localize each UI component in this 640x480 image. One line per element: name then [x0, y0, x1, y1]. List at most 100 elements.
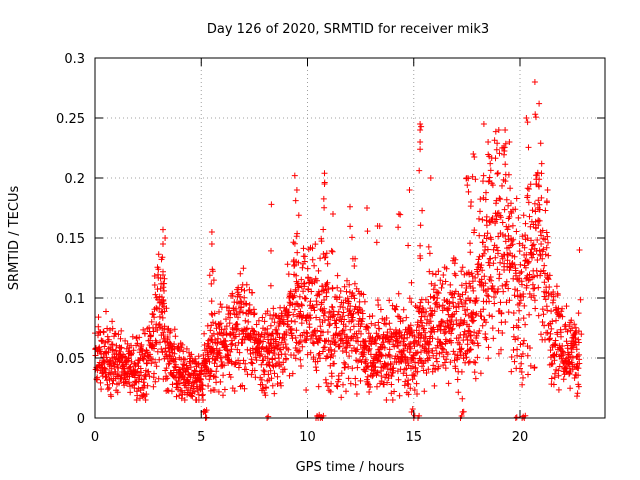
data-point	[400, 370, 407, 377]
data-point	[235, 284, 242, 291]
data-point	[330, 211, 336, 217]
data-point	[530, 221, 537, 228]
data-point	[212, 374, 219, 381]
data-point	[494, 170, 501, 177]
data-point	[543, 198, 550, 205]
data-point	[554, 331, 561, 338]
data-point	[527, 181, 534, 188]
data-point	[311, 340, 317, 347]
data-point	[267, 322, 274, 329]
data-point	[237, 270, 244, 277]
data-point	[275, 342, 282, 349]
data-point	[232, 342, 239, 349]
chart-title: Day 126 of 2020, SRMTID for receiver mik…	[207, 22, 489, 37]
data-point	[298, 363, 304, 369]
data-point	[413, 350, 420, 357]
data-point	[458, 282, 465, 289]
x-tick-label: 0	[91, 430, 99, 445]
data-point	[576, 360, 583, 367]
data-point	[557, 329, 564, 336]
data-point	[520, 212, 527, 219]
data-point	[490, 246, 497, 253]
data-point	[548, 308, 555, 315]
data-point	[321, 170, 328, 177]
data-point	[519, 233, 526, 240]
data-point	[179, 341, 186, 348]
data-point	[475, 342, 482, 349]
data-point	[271, 350, 278, 357]
y-tick-label: 0.25	[56, 112, 85, 127]
data-point	[453, 304, 460, 311]
data-point	[282, 341, 289, 348]
data-point	[483, 213, 490, 220]
data-point	[205, 351, 212, 358]
data-point	[358, 321, 365, 327]
data-point	[494, 266, 501, 273]
data-point	[351, 295, 358, 302]
data-point	[556, 363, 563, 370]
data-point	[282, 351, 289, 358]
data-point	[430, 286, 437, 293]
data-point	[524, 185, 531, 192]
data-point	[480, 250, 487, 257]
data-point	[417, 121, 424, 127]
data-point	[519, 281, 525, 288]
data-point	[499, 330, 506, 336]
data-point	[223, 316, 229, 323]
data-point	[490, 260, 497, 267]
data-point	[336, 343, 343, 350]
data-point	[205, 383, 212, 389]
data-point	[285, 346, 292, 353]
data-point	[407, 322, 414, 329]
data-point	[356, 298, 363, 305]
data-point	[550, 381, 557, 388]
data-point	[286, 309, 292, 316]
data-point	[388, 373, 395, 380]
data-point	[383, 315, 390, 321]
data-point	[434, 289, 441, 296]
data-point	[246, 335, 253, 342]
data-point	[235, 314, 241, 321]
data-point	[387, 361, 394, 368]
data-point	[374, 369, 381, 376]
data-point	[512, 206, 519, 213]
data-point	[339, 335, 346, 342]
data-point	[143, 391, 150, 398]
data-point	[391, 343, 398, 350]
data-point	[226, 320, 233, 327]
data-point	[292, 334, 299, 341]
data-point	[516, 300, 523, 307]
data-point	[511, 358, 518, 365]
y-tick-label: 0.1	[64, 292, 85, 307]
data-point	[574, 393, 580, 400]
data-point	[539, 319, 546, 325]
data-point	[283, 332, 290, 339]
data-point	[549, 318, 556, 325]
data-point	[468, 270, 475, 277]
ticks: 0 0.05 0.1 0.15 0.2 0.25 0.3 0 5 10 15 20	[56, 52, 605, 445]
data-point	[377, 358, 384, 365]
data-point	[161, 275, 168, 282]
data-point	[555, 386, 562, 393]
data-point	[104, 386, 111, 393]
data-point	[349, 234, 355, 241]
data-point	[538, 241, 545, 247]
data-point	[535, 312, 542, 319]
data-point	[513, 195, 520, 202]
data-point	[195, 353, 202, 360]
data-point	[375, 302, 382, 308]
data-point	[575, 339, 582, 346]
data-point	[539, 306, 546, 313]
data-point	[381, 381, 387, 388]
data-point	[485, 151, 492, 158]
data-point	[386, 320, 393, 327]
data-point	[245, 318, 252, 325]
data-point	[167, 327, 174, 334]
data-point	[306, 302, 313, 309]
data-point	[444, 351, 451, 358]
data-point	[310, 354, 317, 361]
data-point	[525, 199, 532, 206]
data-point	[363, 343, 370, 350]
data-point	[567, 385, 574, 392]
data-point	[530, 292, 537, 299]
